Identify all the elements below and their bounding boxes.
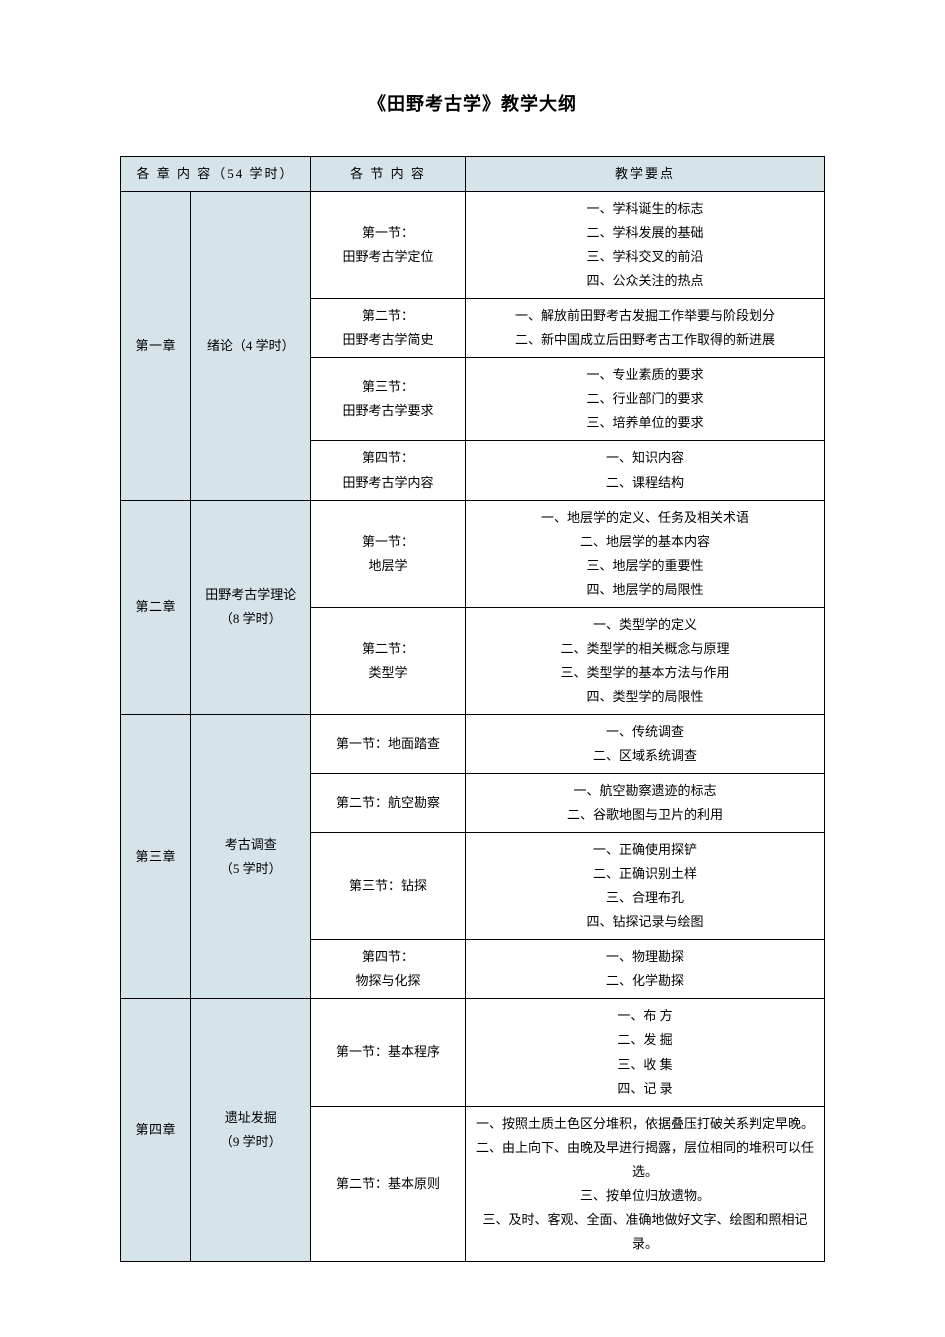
point-line: 三、培养单位的要求 (472, 411, 818, 435)
table-row: 第三章考古调查（5 学时）第一节：地面踏查一、传统调查二、区域系统调查 (121, 714, 825, 773)
points-cell: 一、学科诞生的标志二、学科发展的基础三、学科交叉的前沿四、公众关注的热点 (465, 192, 824, 299)
points-cell: 一、知识内容二、课程结构 (465, 441, 824, 500)
point-line: 一、专业素质的要求 (472, 363, 818, 387)
chapter-name: 遗址发掘（9 学时） (191, 999, 311, 1261)
point-line: 四、公众关注的热点 (472, 269, 818, 293)
point-line: 三、学科交叉的前沿 (472, 245, 818, 269)
chapter-name: 考古调查（5 学时） (191, 714, 311, 998)
points-cell: 一、解放前田野考古发掘工作举要与阶段划分二、新中国成立后田野考古工作取得的新进展 (465, 299, 824, 358)
table-row: 第一章绪论（4 学时）第一节：田野考古学定位一、学科诞生的标志二、学科发展的基础… (121, 192, 825, 299)
document-page: 《田野考古学》教学大纲 各 章 内 容（54 学时）各 节 内 容教学要点第一章… (0, 0, 945, 1302)
point-line: 一、学科诞生的标志 (472, 197, 818, 221)
point-line: 三、按单位归放遗物。 (472, 1184, 818, 1208)
section-title: 第二节：类型学 (311, 607, 466, 714)
chapter-name: 田野考古学理论（8 学时） (191, 500, 311, 714)
point-line: 三、地层学的重要性 (472, 554, 818, 578)
points-cell: 一、专业素质的要求二、行业部门的要求三、培养单位的要求 (465, 358, 824, 441)
points-cell: 一、物理勘探二、化学勘探 (465, 940, 824, 999)
point-line: 一、按照土质土色区分堆积，依据叠压打破关系判定早晚。 (472, 1112, 818, 1136)
page-title: 《田野考古学》教学大纲 (120, 90, 825, 116)
point-line: 二、由上向下、由晚及早进行揭露，层位相同的堆积可以任选。 (472, 1136, 818, 1184)
point-line: 一、传统调查 (472, 720, 818, 744)
point-line: 二、正确识别土样 (472, 862, 818, 886)
section-title: 第三节：田野考古学要求 (311, 358, 466, 441)
table-row: 第二章田野考古学理论（8 学时）第一节：地层学一、地层学的定义、任务及相关术语二… (121, 500, 825, 607)
point-line: 二、课程结构 (472, 471, 818, 495)
points-cell: 一、航空勘察遗迹的标志二、谷歌地图与卫片的利用 (465, 774, 824, 833)
section-title: 第二节：航空勘察 (311, 774, 466, 833)
point-line: 一、航空勘察遗迹的标志 (472, 779, 818, 803)
point-line: 一、类型学的定义 (472, 613, 818, 637)
points-cell: 一、地层学的定义、任务及相关术语二、地层学的基本内容三、地层学的重要性四、地层学… (465, 500, 824, 607)
point-line: 三、类型学的基本方法与作用 (472, 661, 818, 685)
point-line: 二、行业部门的要求 (472, 387, 818, 411)
point-line: 一、布 方 (472, 1004, 818, 1028)
point-line: 二、类型学的相关概念与原理 (472, 637, 818, 661)
point-line: 一、物理勘探 (472, 945, 818, 969)
chapter-name: 绪论（4 学时） (191, 192, 311, 501)
chapter-label: 第二章 (121, 500, 191, 714)
point-line: 一、正确使用探铲 (472, 838, 818, 862)
point-line: 四、地层学的局限性 (472, 578, 818, 602)
section-title: 第二节：田野考古学简史 (311, 299, 466, 358)
section-title: 第一节：地面踏查 (311, 714, 466, 773)
chapter-label: 第四章 (121, 999, 191, 1261)
table-header-row: 各 章 内 容（54 学时）各 节 内 容教学要点 (121, 157, 825, 192)
point-line: 一、知识内容 (472, 446, 818, 470)
points-cell: 一、类型学的定义二、类型学的相关概念与原理三、类型学的基本方法与作用四、类型学的… (465, 607, 824, 714)
points-cell: 一、按照土质土色区分堆积，依据叠压打破关系判定早晚。二、由上向下、由晚及早进行揭… (465, 1106, 824, 1261)
point-line: 二、发 掘 (472, 1028, 818, 1052)
points-cell: 一、正确使用探铲二、正确识别土样三、合理布孔四、钻探记录与绘图 (465, 833, 824, 940)
table-row: 第四章遗址发掘（9 学时）第一节：基本程序一、布 方二、发 掘三、收 集四、记 … (121, 999, 825, 1106)
section-title: 第一节：地层学 (311, 500, 466, 607)
section-title: 第四节：田野考古学内容 (311, 441, 466, 500)
point-line: 三、合理布孔 (472, 886, 818, 910)
point-line: 二、谷歌地图与卫片的利用 (472, 803, 818, 827)
chapter-label: 第一章 (121, 192, 191, 501)
point-line: 二、化学勘探 (472, 969, 818, 993)
point-line: 四、类型学的局限性 (472, 685, 818, 709)
point-line: 一、地层学的定义、任务及相关术语 (472, 506, 818, 530)
point-line: 二、新中国成立后田野考古工作取得的新进展 (472, 328, 818, 352)
points-cell: 一、传统调查二、区域系统调查 (465, 714, 824, 773)
point-line: 二、区域系统调查 (472, 744, 818, 768)
section-title: 第一节：田野考古学定位 (311, 192, 466, 299)
chapter-label: 第三章 (121, 714, 191, 998)
section-title: 第四节：物探与化探 (311, 940, 466, 999)
header-points: 教学要点 (465, 157, 824, 192)
section-title: 第一节：基本程序 (311, 999, 466, 1106)
section-title: 第二节：基本原则 (311, 1106, 466, 1261)
syllabus-table: 各 章 内 容（54 学时）各 节 内 容教学要点第一章绪论（4 学时）第一节：… (120, 156, 825, 1262)
point-line: 二、地层学的基本内容 (472, 530, 818, 554)
point-line: 一、解放前田野考古发掘工作举要与阶段划分 (472, 304, 818, 328)
point-line: 二、学科发展的基础 (472, 221, 818, 245)
point-line: 三、收 集 (472, 1053, 818, 1077)
point-line: 四、钻探记录与绘图 (472, 910, 818, 934)
point-line: 三、及时、客观、全面、准确地做好文字、绘图和照相记录。 (472, 1208, 818, 1256)
section-title: 第三节：钻探 (311, 833, 466, 940)
point-line: 四、记 录 (472, 1077, 818, 1101)
header-chapter: 各 章 内 容（54 学时） (121, 157, 311, 192)
header-section: 各 节 内 容 (311, 157, 466, 192)
points-cell: 一、布 方二、发 掘三、收 集四、记 录 (465, 999, 824, 1106)
